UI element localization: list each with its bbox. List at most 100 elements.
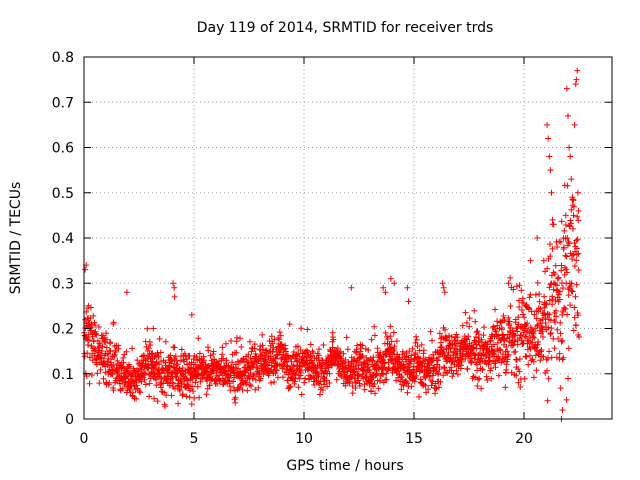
y-tick-label: 0.5	[52, 186, 74, 202]
data-point	[85, 342, 92, 349]
data-point	[575, 312, 582, 319]
data-point	[548, 325, 555, 332]
data-point	[232, 394, 239, 401]
data-point	[114, 357, 121, 364]
data-point	[567, 302, 574, 309]
data-point	[418, 341, 425, 348]
data-point	[569, 225, 576, 232]
data-point	[267, 353, 274, 360]
data-point	[487, 365, 494, 372]
data-point	[550, 286, 557, 293]
data-point	[373, 371, 380, 378]
data-point	[196, 350, 203, 357]
data-point	[571, 314, 578, 321]
data-point	[371, 323, 378, 330]
x-tick-label: 20	[515, 431, 533, 447]
data-point	[161, 401, 168, 408]
data-point	[129, 345, 136, 352]
data-point	[549, 301, 556, 308]
data-point	[352, 378, 359, 385]
data-point	[117, 380, 124, 387]
data-point	[183, 356, 190, 363]
data-point	[466, 323, 473, 330]
data-point	[100, 335, 107, 342]
data-point	[528, 308, 535, 315]
data-point	[545, 135, 552, 142]
data-point	[503, 344, 510, 351]
data-point	[558, 262, 565, 269]
data-point	[554, 244, 560, 251]
data-point	[573, 257, 580, 264]
data-point	[554, 287, 561, 294]
data-point	[415, 354, 422, 361]
data-point	[434, 357, 441, 364]
data-point	[298, 325, 305, 332]
data-point	[437, 378, 444, 385]
data-point	[560, 244, 567, 251]
data-point	[142, 381, 149, 388]
data-point	[106, 379, 113, 386]
data-point	[285, 371, 292, 378]
data-point	[454, 334, 461, 341]
data-point	[329, 344, 336, 351]
data-point	[539, 334, 546, 341]
data-point	[200, 353, 207, 360]
data-point	[559, 337, 566, 344]
data-points	[81, 67, 583, 422]
data-point	[307, 341, 314, 348]
data-point	[470, 345, 477, 352]
data-point	[549, 245, 556, 252]
data-point	[163, 392, 170, 399]
data-point	[287, 383, 294, 390]
data-point	[215, 376, 222, 383]
data-point	[288, 358, 295, 365]
data-point	[203, 391, 210, 398]
data-point	[175, 400, 182, 407]
data-point	[574, 67, 581, 74]
data-point	[565, 286, 572, 293]
data-point	[295, 343, 302, 350]
data-point	[371, 332, 378, 339]
data-point	[176, 387, 183, 394]
data-point	[171, 293, 178, 300]
data-point	[187, 364, 194, 371]
data-point	[575, 207, 582, 214]
data-point	[85, 331, 92, 338]
data-point	[414, 343, 421, 350]
data-point	[565, 292, 572, 299]
data-point	[503, 335, 510, 342]
data-point	[524, 320, 531, 327]
data-point	[249, 375, 256, 382]
data-point	[233, 361, 240, 368]
data-point	[84, 350, 91, 357]
data-point	[369, 357, 376, 364]
data-point	[524, 340, 531, 347]
data-point	[179, 364, 186, 371]
data-point	[286, 384, 293, 391]
data-point	[110, 319, 117, 326]
data-point	[544, 265, 551, 272]
y-axis-label: SRMTID / TECUs	[8, 182, 24, 295]
data-point	[546, 284, 553, 291]
data-point	[154, 398, 161, 405]
data-point	[516, 304, 523, 311]
data-point	[120, 359, 127, 366]
data-point	[85, 302, 92, 309]
data-point	[445, 332, 452, 339]
data-point	[229, 359, 236, 366]
data-point	[562, 305, 569, 312]
data-point	[575, 266, 582, 273]
data-point	[142, 370, 149, 377]
data-point	[248, 345, 255, 352]
data-point	[228, 338, 235, 345]
data-point	[492, 364, 499, 371]
data-point	[326, 370, 333, 377]
data-point	[566, 223, 573, 230]
data-point	[117, 386, 124, 393]
data-point	[549, 216, 556, 223]
data-point	[406, 348, 413, 355]
data-point	[571, 304, 578, 311]
data-point	[547, 331, 554, 338]
data-point	[408, 383, 415, 390]
data-point	[385, 366, 392, 373]
